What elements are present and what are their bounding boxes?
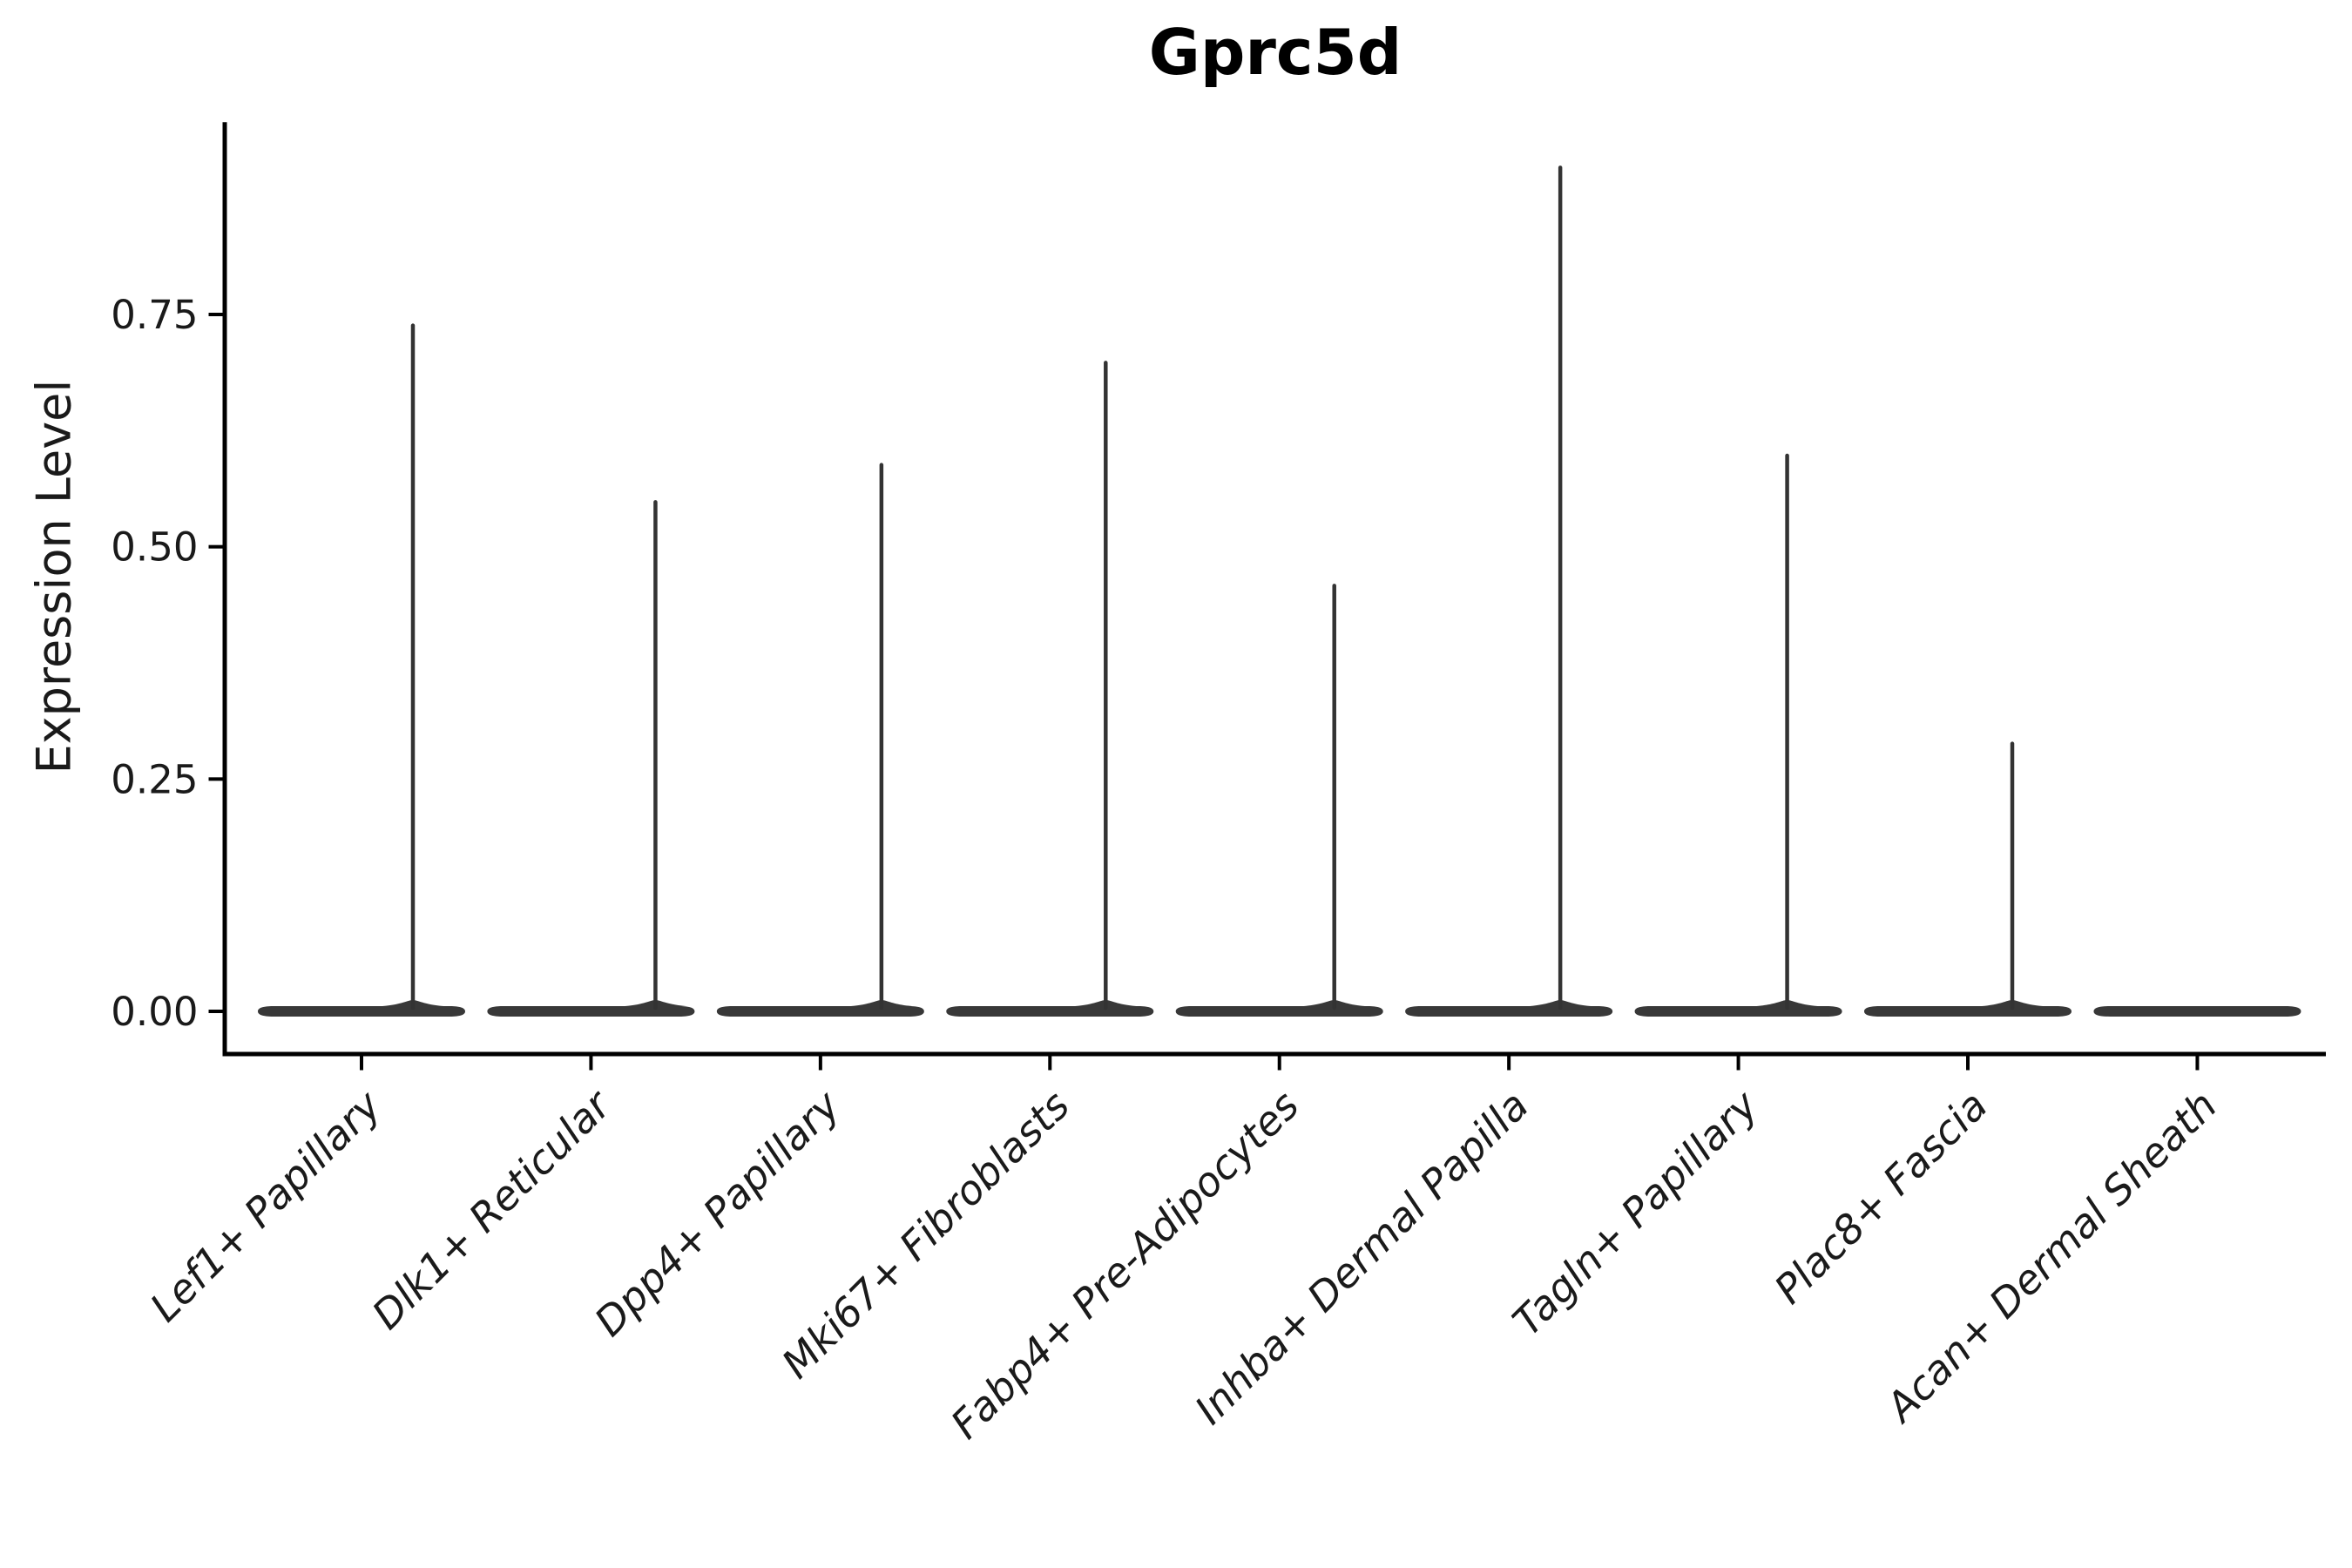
violin-body bbox=[1864, 1000, 2072, 1017]
violin-body bbox=[487, 1000, 695, 1017]
y-tick-label: 0.75 bbox=[111, 292, 198, 338]
violin-body bbox=[1634, 1000, 1842, 1017]
violin-body bbox=[946, 1000, 1154, 1017]
violin-body bbox=[2093, 1006, 2301, 1017]
y-tick-label: 0.50 bbox=[111, 524, 198, 571]
violin-body bbox=[258, 1000, 465, 1017]
chart-title: Gprc5d bbox=[1148, 16, 1402, 89]
x-tick-label: Plac8+ Fascia bbox=[1765, 1082, 1996, 1313]
y-tick-label: 0.25 bbox=[111, 756, 198, 802]
x-tick-label: Dpp4+ Papillary bbox=[585, 1081, 849, 1345]
x-tick-label: Dlk1+ Reticular bbox=[363, 1079, 622, 1338]
y-tick-label: 0.00 bbox=[111, 989, 198, 1035]
violin-body bbox=[1405, 1000, 1613, 1017]
violin-body bbox=[716, 1000, 924, 1017]
x-tick-label: Tagln+ Papillary bbox=[1504, 1081, 1767, 1345]
violin-body bbox=[1175, 1000, 1383, 1017]
x-tick-label: Lef1+ Papillary bbox=[141, 1081, 390, 1330]
